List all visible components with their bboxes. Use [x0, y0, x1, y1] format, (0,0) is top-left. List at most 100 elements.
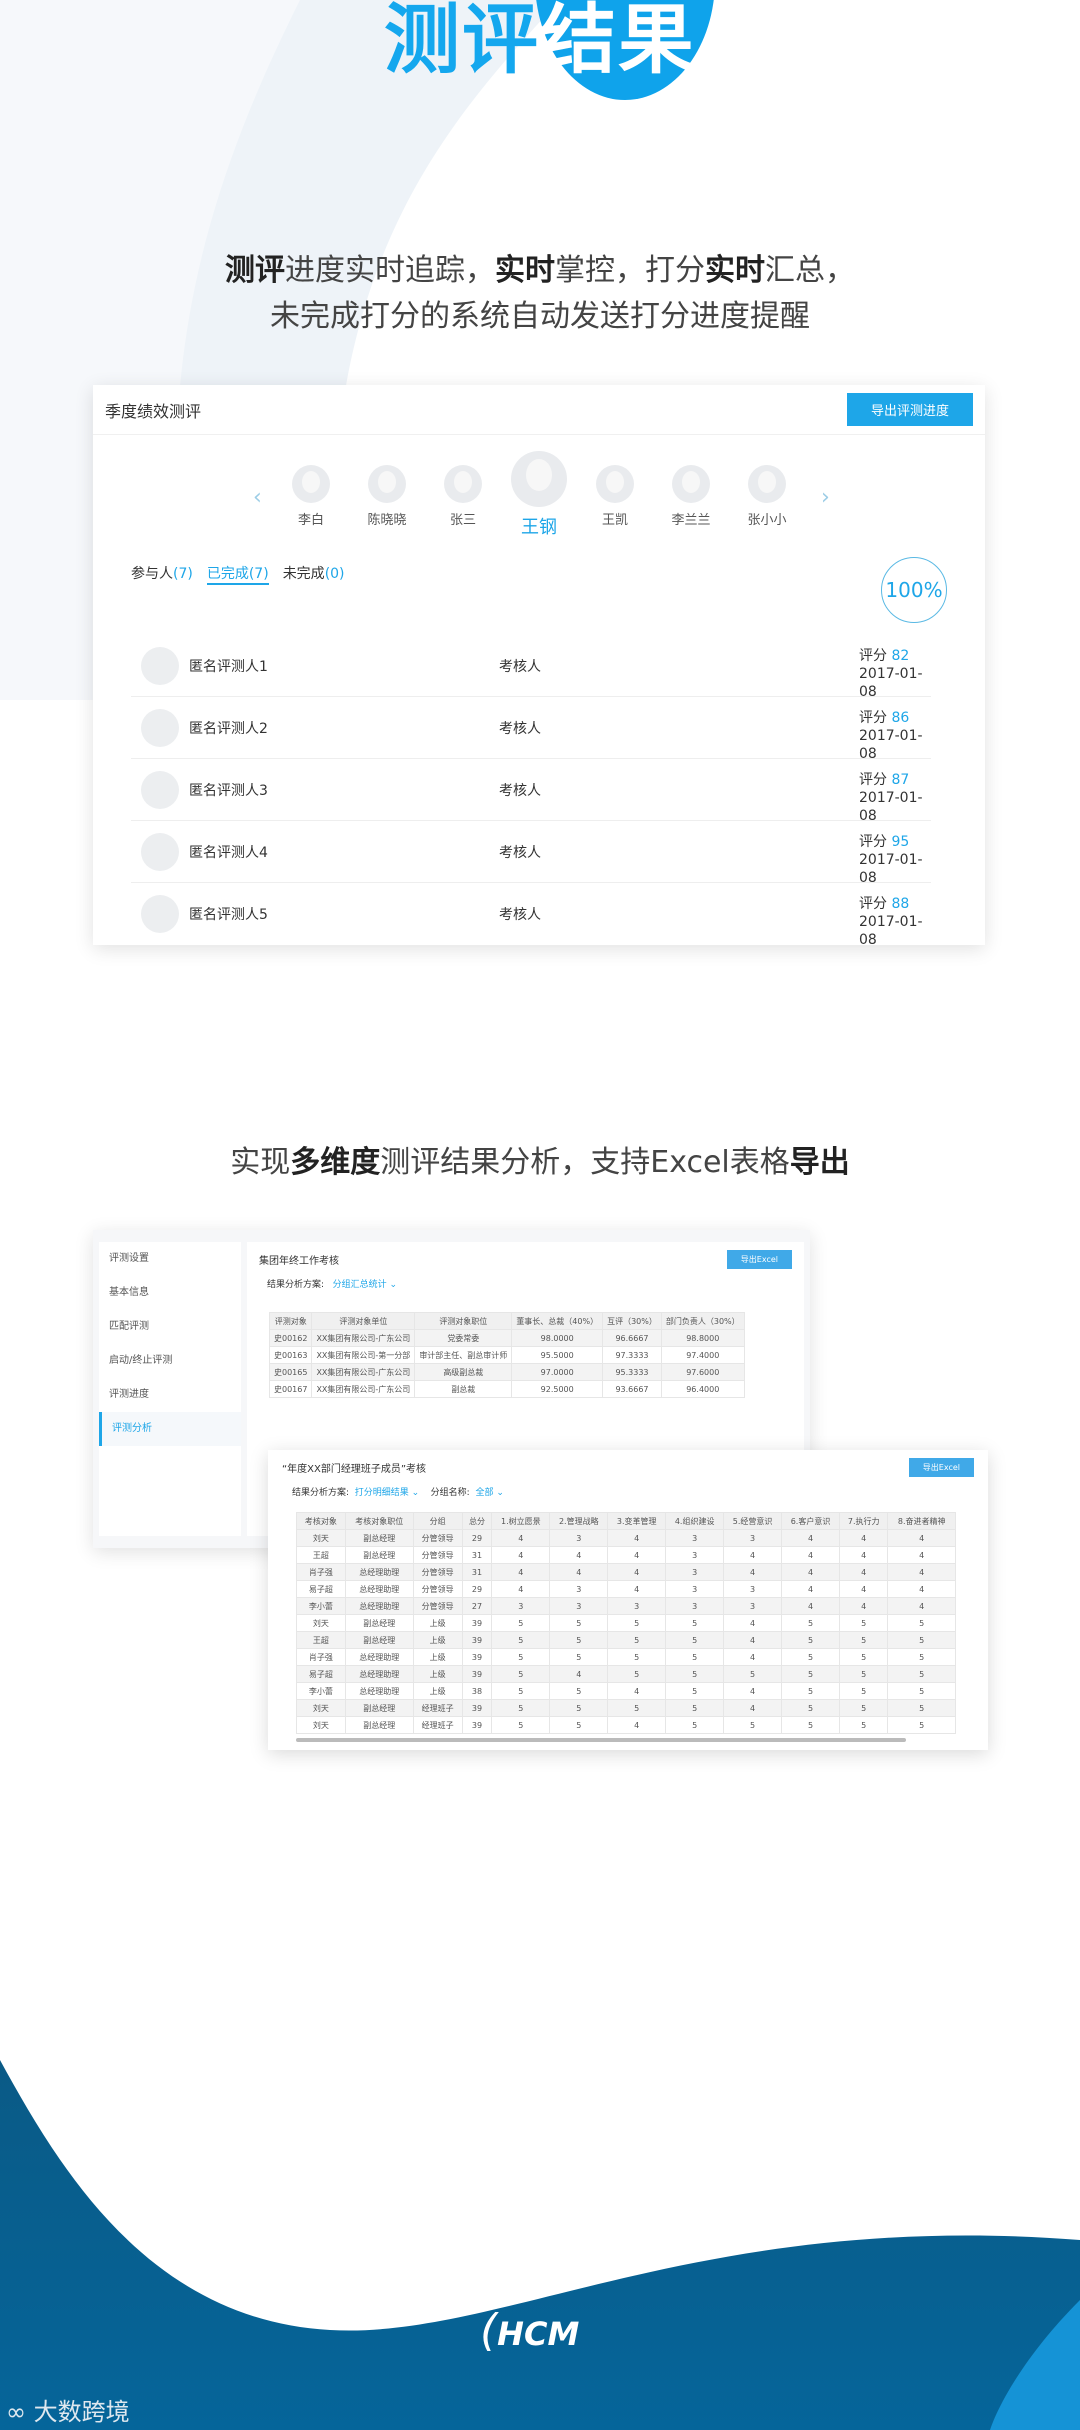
table-row: 肖子强 总经理助理 分管领导 31 4 4 4 3 4 4 4 4	[296, 1563, 956, 1581]
table-cell: 38	[461, 1682, 493, 1700]
scheme-select[interactable]: 分组汇总统计	[332, 1280, 387, 1290]
emphasis-text: 实时	[705, 253, 765, 288]
chevron-down-icon: ⌄	[389, 1280, 398, 1290]
table-cell: 4	[549, 1546, 609, 1564]
completion-progress: 100%	[881, 557, 947, 623]
table-cell: 4	[549, 1665, 609, 1683]
chevron-left-icon[interactable]: ‹	[253, 485, 262, 510]
score-block: 评分 86 2017-01-08	[859, 709, 931, 763]
table-row: 易子超 总经理助理 分管领导 29 4 3 4 3 3 4 4 4	[296, 1580, 956, 1598]
person-avatar-item[interactable]: 王钢	[511, 451, 567, 539]
avatar	[141, 708, 179, 747]
group-select[interactable]: 全部	[475, 1488, 494, 1498]
table-cell: 31	[461, 1546, 493, 1564]
tab-1[interactable]: 已完成(7)	[206, 563, 269, 585]
score-value: 86	[891, 710, 910, 726]
person-name: 陈晓晓	[367, 513, 407, 528]
column-header: 考核对象	[296, 1512, 346, 1530]
person-name: 张小小	[747, 513, 787, 528]
person-avatar-item[interactable]: 李白	[288, 465, 334, 528]
table-cell: 肖子强	[296, 1563, 346, 1581]
evaluator-role: 考核人	[499, 658, 541, 675]
intro-line-2: 未完成打分的系统自动发送打分进度提醒	[270, 299, 810, 334]
table-cell: 39	[461, 1614, 493, 1632]
table-cell: 分管领导	[412, 1563, 463, 1581]
sidebar-item[interactable]: 基本信息	[109, 1287, 149, 1298]
person-name: 李白	[297, 513, 324, 528]
table-cell: 分管领导	[412, 1580, 463, 1598]
sidebar-item[interactable]: 评测进度	[109, 1389, 149, 1400]
table-cell: 5	[491, 1665, 551, 1683]
table-cell: 5	[838, 1665, 889, 1683]
chevron-right-icon[interactable]: ›	[821, 485, 830, 510]
tab-0[interactable]: 参与人(7)	[131, 563, 193, 585]
table-cell: 刘天	[296, 1529, 346, 1547]
text: 掌控，打分	[555, 253, 705, 288]
list-item[interactable]: 匿名评测人1 考核人 评分 82 2017-01-08	[131, 635, 931, 700]
score-value: 88	[891, 896, 910, 912]
scheme-select[interactable]: 打分明细结果	[354, 1488, 409, 1498]
person-avatar-item[interactable]: 张小小	[744, 465, 790, 528]
table-cell: 98.8000	[660, 1329, 745, 1347]
column-header: 评测对象职位	[414, 1312, 513, 1330]
avatar	[141, 832, 179, 871]
avatar	[368, 465, 406, 503]
evaluator-role: 考核人	[499, 782, 541, 799]
score-line: 评分 86	[859, 709, 931, 727]
table-cell: 3	[665, 1546, 725, 1564]
person-avatar-item[interactable]: 王凯	[592, 465, 638, 528]
score-block: 评分 95 2017-01-08	[859, 833, 931, 887]
score-label: 评分	[859, 834, 892, 850]
list-item[interactable]: 匿名评测人4 考核人 评分 95 2017-01-08	[131, 821, 931, 886]
score-line: 评分 82	[859, 647, 931, 665]
sidebar-item[interactable]: 启动/终止评测	[109, 1355, 173, 1366]
table-cell: 4	[607, 1682, 667, 1700]
avatar	[672, 465, 710, 503]
table-cell: 上级	[412, 1665, 463, 1683]
emphasis-text: 导出	[789, 1145, 850, 1180]
table-cell: 4	[607, 1563, 667, 1581]
table-cell: 4	[723, 1563, 783, 1581]
table-cell: 史00162	[268, 1329, 313, 1347]
table-cell: 29	[461, 1580, 493, 1598]
export-progress-button[interactable]: 导出评测进度	[846, 393, 973, 426]
table-cell: 4	[838, 1597, 889, 1615]
text: 测评结果分析，支持Excel表格	[380, 1145, 790, 1180]
tab-2[interactable]: 未完成(0)	[283, 563, 345, 585]
table-cell: 副总经理	[344, 1699, 414, 1717]
table-cell: 5	[838, 1648, 889, 1666]
avatar	[141, 895, 179, 933]
person-avatar-item[interactable]: 陈晓晓	[364, 465, 410, 528]
export-excel-button-2[interactable]: 导出Excel	[908, 1458, 974, 1477]
table-cell: 39	[461, 1648, 493, 1666]
table-cell: 3	[665, 1529, 725, 1547]
score-block: 评分 82 2017-01-08	[859, 647, 931, 701]
horizontal-scrollbar[interactable]	[296, 1738, 906, 1742]
table-cell: 5	[838, 1716, 889, 1734]
table-cell: 5	[607, 1699, 667, 1717]
export-excel-button[interactable]: 导出Excel	[726, 1250, 792, 1269]
table-cell: 3	[549, 1529, 609, 1547]
sidebar-item[interactable]: 匹配评测	[109, 1321, 149, 1332]
list-item[interactable]: 匿名评测人5 考核人 评分 88 2017-01-08	[131, 883, 931, 948]
table-cell: 副总经理	[344, 1631, 414, 1649]
table-cell: 总经理助理	[344, 1648, 414, 1666]
table-cell: 5	[781, 1614, 840, 1632]
table-cell: 副总经理	[344, 1614, 414, 1632]
table-row: 刘天 副总经理 经理班子 39 5 5 5 5 4 5 5 5	[296, 1699, 956, 1717]
table-cell: 4	[549, 1563, 609, 1581]
person-avatar-item[interactable]: 张三	[440, 465, 486, 528]
table-cell: XX集团有限公司-广东公司	[311, 1363, 416, 1381]
table-cell: 3	[491, 1597, 551, 1615]
column-header: 8.奋进者精神	[887, 1512, 956, 1530]
list-item[interactable]: 匿名评测人2 考核人 评分 86 2017-01-08	[131, 697, 931, 762]
table-cell: 易子超	[296, 1580, 346, 1598]
avatar	[292, 465, 330, 503]
avatar	[444, 465, 482, 503]
sidebar-item[interactable]: 评测分析	[99, 1412, 241, 1446]
table-cell: 96.4000	[660, 1380, 745, 1398]
text: 实现	[230, 1145, 291, 1180]
table-row: 史00165 XX集团有限公司-广东公司 高级副总裁 97.0000 95.3333 97…	[268, 1363, 745, 1381]
list-item[interactable]: 匿名评测人3 考核人 评分 87 2017-01-08	[131, 759, 931, 824]
person-avatar-item[interactable]: 李兰兰	[668, 465, 714, 528]
